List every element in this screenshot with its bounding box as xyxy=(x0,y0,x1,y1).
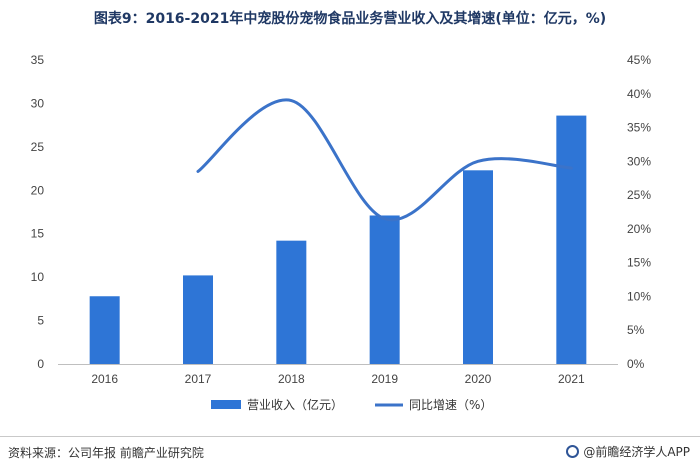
y-right-tick-label: 40% xyxy=(627,87,651,101)
legend-bar-label: 营业收入（亿元） xyxy=(247,397,343,412)
y-left-tick-label: 35 xyxy=(31,53,45,67)
y-right-tick-label: 35% xyxy=(627,121,651,135)
x-tick-label: 2016 xyxy=(91,372,118,386)
legend-bar-swatch xyxy=(211,400,241,409)
y-right-tick-label: 10% xyxy=(627,289,651,303)
brand-logo-icon xyxy=(566,445,580,458)
bar xyxy=(556,115,587,365)
bar xyxy=(463,170,493,364)
y-right-tick-label: 0% xyxy=(627,357,645,371)
brand-badge: @前瞻经济学人APP xyxy=(566,443,690,460)
y-left-tick-label: 5 xyxy=(37,314,44,328)
y-right-tick-label: 25% xyxy=(627,188,651,202)
x-tick-label: 2018 xyxy=(278,372,305,386)
y-right-tick-label: 20% xyxy=(627,222,651,236)
y-right-tick-label: 45% xyxy=(627,53,651,67)
chart-svg: 0 5 10 15 20 25 30 35 0% 5% 10% 15% 20% 25% 30% 35% 40% 4… xyxy=(31,53,652,412)
x-tick-label: 2020 xyxy=(465,372,492,386)
bar xyxy=(369,215,400,364)
bar xyxy=(276,240,307,364)
y-left-tick-label: 30 xyxy=(31,96,45,110)
x-tick-label: 2019 xyxy=(371,372,398,386)
chart-title: 图表9：2016-2021年中宠股份宠物食品业务营业收入及其增速(单位：亿元，%… xyxy=(93,11,607,27)
legend-line-label: 同比增速（%） xyxy=(409,398,492,412)
brand-text: @前瞻经济学人APP xyxy=(583,445,690,459)
x-tick-label: 2021 xyxy=(558,372,585,386)
y-right-tick-label: 5% xyxy=(627,323,645,337)
source-note: 资料来源：公司年报 前瞻产业研究院 xyxy=(8,446,204,460)
y-left-tick-label: 10 xyxy=(31,270,45,284)
bar xyxy=(89,296,120,364)
y-right-tick-label: 30% xyxy=(627,154,651,168)
y-left-tick-label: 20 xyxy=(31,183,45,197)
y-left-tick-label: 25 xyxy=(31,140,45,154)
x-tick-label: 2017 xyxy=(185,372,212,386)
bar xyxy=(183,275,213,364)
y-left-tick-label: 0 xyxy=(37,357,44,371)
y-right-tick-label: 15% xyxy=(627,256,651,270)
growth-line xyxy=(196,98,573,222)
footer-divider xyxy=(0,436,700,437)
y-left-tick-label: 15 xyxy=(31,227,45,241)
